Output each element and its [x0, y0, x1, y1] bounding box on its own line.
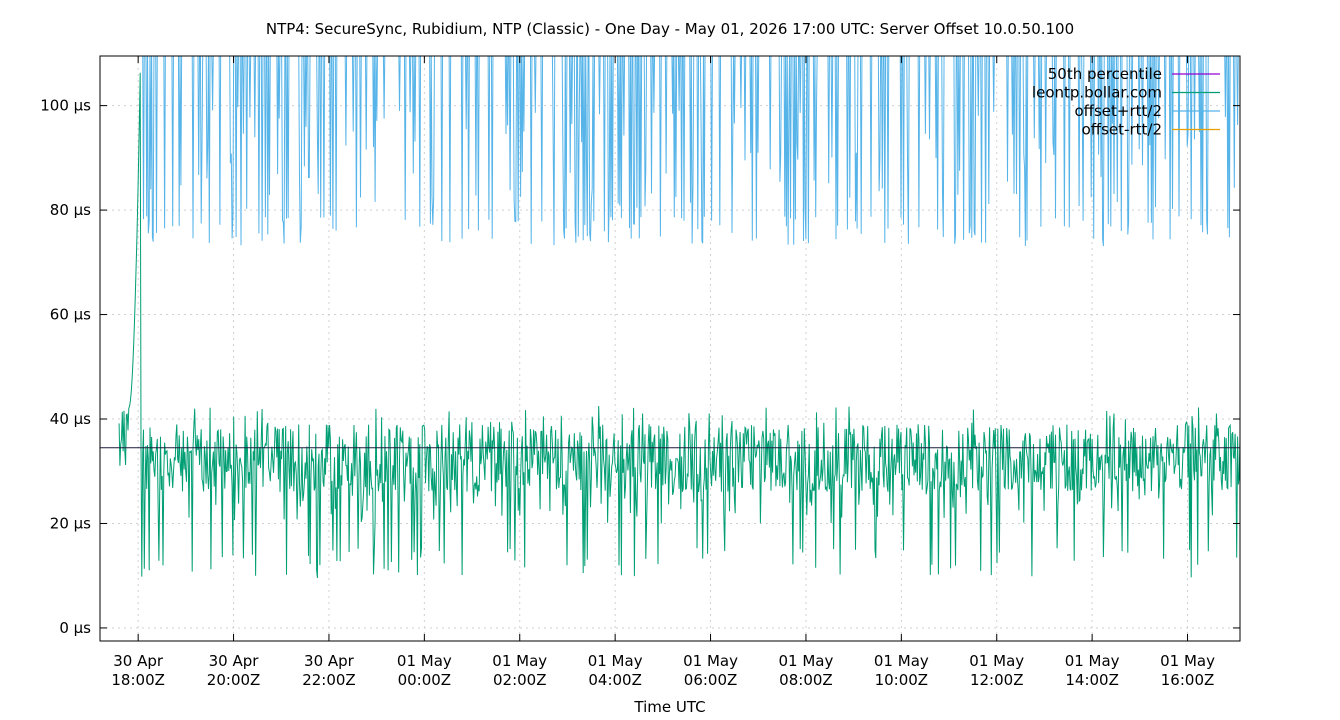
- y-tick-label: 80 µs: [50, 201, 91, 219]
- x-tick-label-date: 01 May: [779, 652, 834, 670]
- x-tick-label-time: 04:00Z: [588, 671, 642, 689]
- x-tick-label-time: 12:00Z: [970, 671, 1024, 689]
- x-tick-label-time: 08:00Z: [779, 671, 833, 689]
- x-tick-label-time: 00:00Z: [398, 671, 452, 689]
- y-axis: 0 µs 20 µs 40 µs 60 µs 80 µs 100 µs: [40, 97, 1240, 637]
- x-tick-label-date: 01 May: [683, 652, 738, 670]
- legend-label: offset-rtt/2: [1082, 121, 1162, 139]
- y-tick-label: 0 µs: [59, 619, 91, 637]
- legend-label: offset+rtt/2: [1074, 102, 1162, 120]
- plot-frame: [99, 55, 1241, 642]
- y-tick-label: 100 µs: [40, 97, 91, 115]
- series-offset-plus-rtt: [142, 56, 1239, 247]
- x-tick-label-date: 01 May: [397, 652, 452, 670]
- x-tick-label-date: 01 May: [874, 652, 929, 670]
- chart-title: NTP4: SecureSync, Rubidium, NTP (Classic…: [266, 20, 1074, 38]
- x-tick-label-date: 01 May: [969, 652, 1024, 670]
- x-tick-label-date: 30 Apr: [113, 652, 164, 670]
- x-tick-label-time: 02:00Z: [493, 671, 547, 689]
- legend-label: leontp.bollar.com: [1032, 84, 1162, 102]
- x-tick-label-date: 01 May: [1160, 652, 1215, 670]
- series-leontp-offset: [118, 72, 1240, 579]
- x-tick-label-time: 10:00Z: [875, 671, 929, 689]
- y-tick-label: 60 µs: [50, 306, 91, 324]
- x-tick-label-date: 30 Apr: [304, 652, 355, 670]
- x-tick-label-time: 14:00Z: [1065, 671, 1119, 689]
- x-tick-label-time: 18:00Z: [111, 671, 165, 689]
- x-tick-label-time: 16:00Z: [1161, 671, 1215, 689]
- legend: 50th percentileleontp.bollar.comoffset+r…: [1032, 65, 1220, 139]
- x-tick-label-time: 22:00Z: [302, 671, 356, 689]
- y-tick-label: 40 µs: [50, 410, 91, 428]
- x-tick-label-date: 01 May: [1065, 652, 1120, 670]
- x-tick-label-date: 01 May: [588, 652, 643, 670]
- x-tick-label-time: 06:00Z: [684, 671, 738, 689]
- x-tick-label-date: 01 May: [492, 652, 547, 670]
- x-axis-label: Time UTC: [633, 698, 705, 716]
- x-tick-label-time: 20:00Z: [207, 671, 261, 689]
- x-tick-label-date: 30 Apr: [209, 652, 260, 670]
- y-tick-label: 20 µs: [50, 514, 91, 532]
- legend-label: 50th percentile: [1048, 65, 1162, 83]
